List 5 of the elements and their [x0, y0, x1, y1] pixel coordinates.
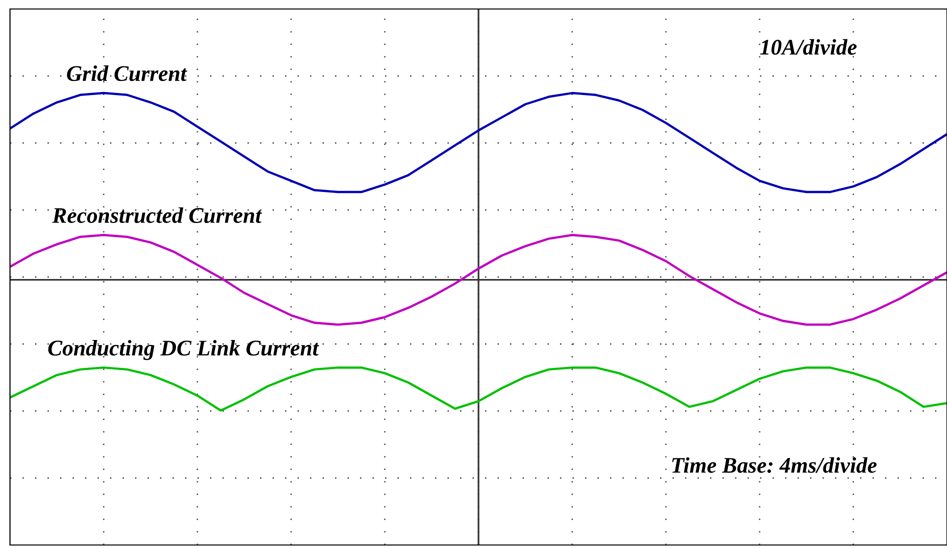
series-label: Conducting DC Link Current	[48, 340, 320, 360]
series-label: Reconstructed Current	[52, 207, 262, 224]
text: Time Base: 4ms/divide	[672, 457, 877, 473]
series-label: Grid Current	[66, 65, 188, 82]
text: 10A/divide	[760, 39, 857, 55]
